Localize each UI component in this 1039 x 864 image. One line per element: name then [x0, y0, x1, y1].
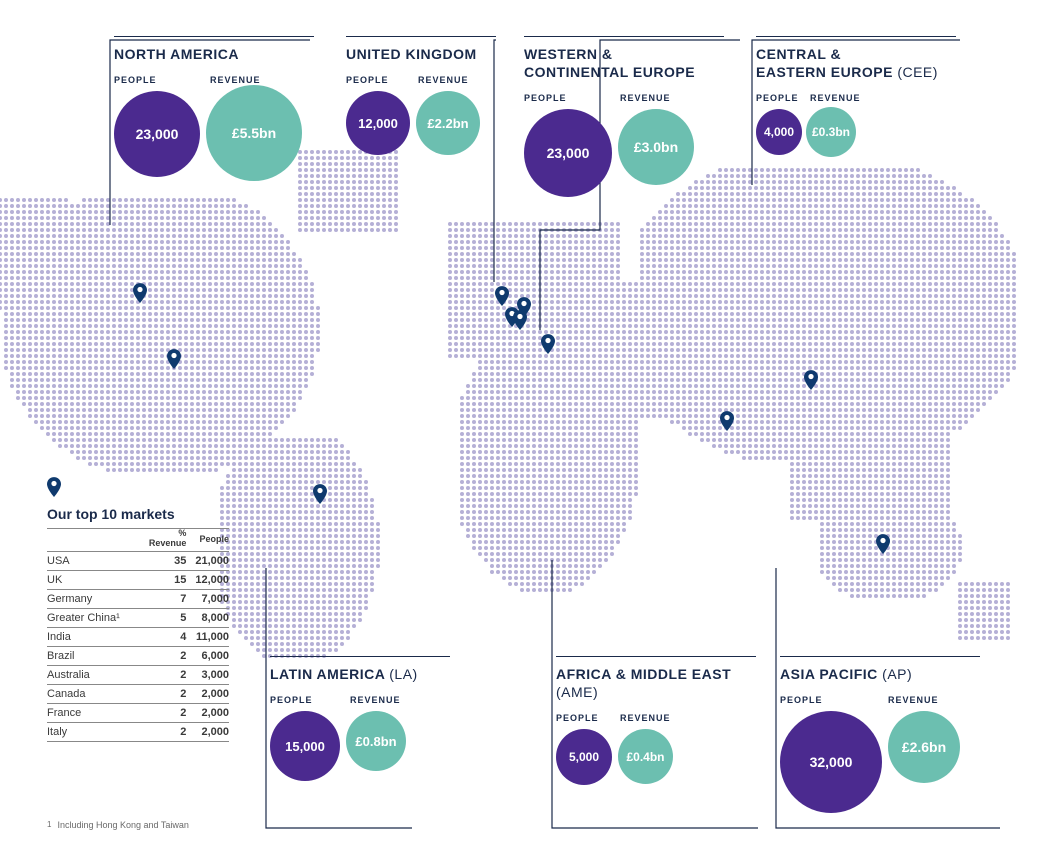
table-row: France22,000	[47, 703, 229, 722]
people-bubble: 23,000	[114, 91, 200, 177]
revenue-label: REVENUE	[888, 695, 939, 705]
table-row: Germany77,000	[47, 589, 229, 608]
people-label: PEOPLE	[114, 75, 157, 85]
map-pin-icon	[167, 349, 181, 374]
people-bubble: 32,000	[780, 711, 882, 813]
region-cee: CENTRAL &EASTERN EUROPE (CEE) PEOPLE REV…	[756, 36, 956, 163]
people-bubble: 15,000	[270, 711, 340, 781]
footnote: 1Including Hong Kong and Taiwan	[47, 820, 189, 830]
map-pin-icon	[720, 411, 734, 436]
people-label: PEOPLE	[270, 695, 313, 705]
people-label: PEOPLE	[756, 93, 799, 103]
top10-table: %Revenue People USA3521,000UK1512,000Ger…	[47, 528, 229, 742]
revenue-bubble: £5.5bn	[206, 85, 302, 181]
region-title: UNITED KINGDOM	[346, 45, 496, 63]
table-row: USA3521,000	[47, 551, 229, 570]
revenue-bubble: £2.6bn	[888, 711, 960, 783]
revenue-bubble: £0.8bn	[346, 711, 406, 771]
revenue-bubble: £3.0bn	[618, 109, 694, 185]
col-revenue-pct: %Revenue	[139, 529, 186, 552]
region-western-europe: WESTERN &CONTINENTAL EUROPE PEOPLE REVEN…	[524, 36, 724, 203]
people-bubble: 12,000	[346, 91, 410, 155]
table-row: Australia23,000	[47, 665, 229, 684]
region-asia-pacific: ASIA PACIFIC (AP) PEOPLE REVENUE 32,000 …	[780, 656, 980, 819]
table-row: India411,000	[47, 627, 229, 646]
map-pin-icon	[513, 310, 527, 335]
table-row: Italy22,000	[47, 722, 229, 741]
region-title: AFRICA & MIDDLE EAST (AME)	[556, 665, 756, 701]
map-pin-icon	[876, 534, 890, 559]
col-people: People	[186, 529, 229, 552]
region-title: ASIA PACIFIC (AP)	[780, 665, 980, 683]
people-label: PEOPLE	[524, 93, 567, 103]
location-pin-icon	[47, 477, 229, 502]
map-pin-icon	[804, 370, 818, 395]
revenue-label: REVENUE	[620, 713, 671, 723]
top10-heading: Our top 10 markets	[47, 506, 229, 522]
region-title: WESTERN &CONTINENTAL EUROPE	[524, 45, 724, 81]
map-pin-icon	[313, 484, 327, 509]
table-row: Brazil26,000	[47, 646, 229, 665]
revenue-label: REVENUE	[810, 93, 861, 103]
revenue-label: REVENUE	[418, 75, 469, 85]
top10-markets: Our top 10 markets %Revenue People USA35…	[47, 477, 229, 742]
region-title: NORTH AMERICA	[114, 45, 314, 63]
people-bubble: 5,000	[556, 729, 612, 785]
revenue-bubble: £0.3bn	[806, 107, 856, 157]
region-title: LATIN AMERICA (LA)	[270, 665, 450, 683]
people-bubble: 4,000	[756, 109, 802, 155]
people-label: PEOPLE	[346, 75, 389, 85]
map-pin-icon	[541, 334, 555, 359]
people-bubble: 23,000	[524, 109, 612, 197]
region-ame: AFRICA & MIDDLE EAST (AME) PEOPLE REVENU…	[556, 656, 756, 791]
region-title: CENTRAL &EASTERN EUROPE (CEE)	[756, 45, 956, 81]
region-latin-america: LATIN AMERICA (LA) PEOPLE REVENUE 15,000…	[270, 656, 450, 787]
revenue-bubble: £2.2bn	[416, 91, 480, 155]
map-pin-icon	[133, 283, 147, 308]
revenue-label: REVENUE	[350, 695, 401, 705]
table-row: Greater China¹58,000	[47, 608, 229, 627]
revenue-label: REVENUE	[620, 93, 671, 103]
revenue-label: REVENUE	[210, 75, 261, 85]
region-north-america: NORTH AMERICA PEOPLE REVENUE 23,000 £5.5…	[114, 36, 314, 187]
revenue-bubble: £0.4bn	[618, 729, 673, 784]
region-united-kingdom: UNITED KINGDOM PEOPLE REVENUE 12,000 £2.…	[346, 36, 496, 161]
table-row: UK1512,000	[47, 570, 229, 589]
table-row: Canada22,000	[47, 684, 229, 703]
people-label: PEOPLE	[556, 713, 599, 723]
people-label: PEOPLE	[780, 695, 823, 705]
